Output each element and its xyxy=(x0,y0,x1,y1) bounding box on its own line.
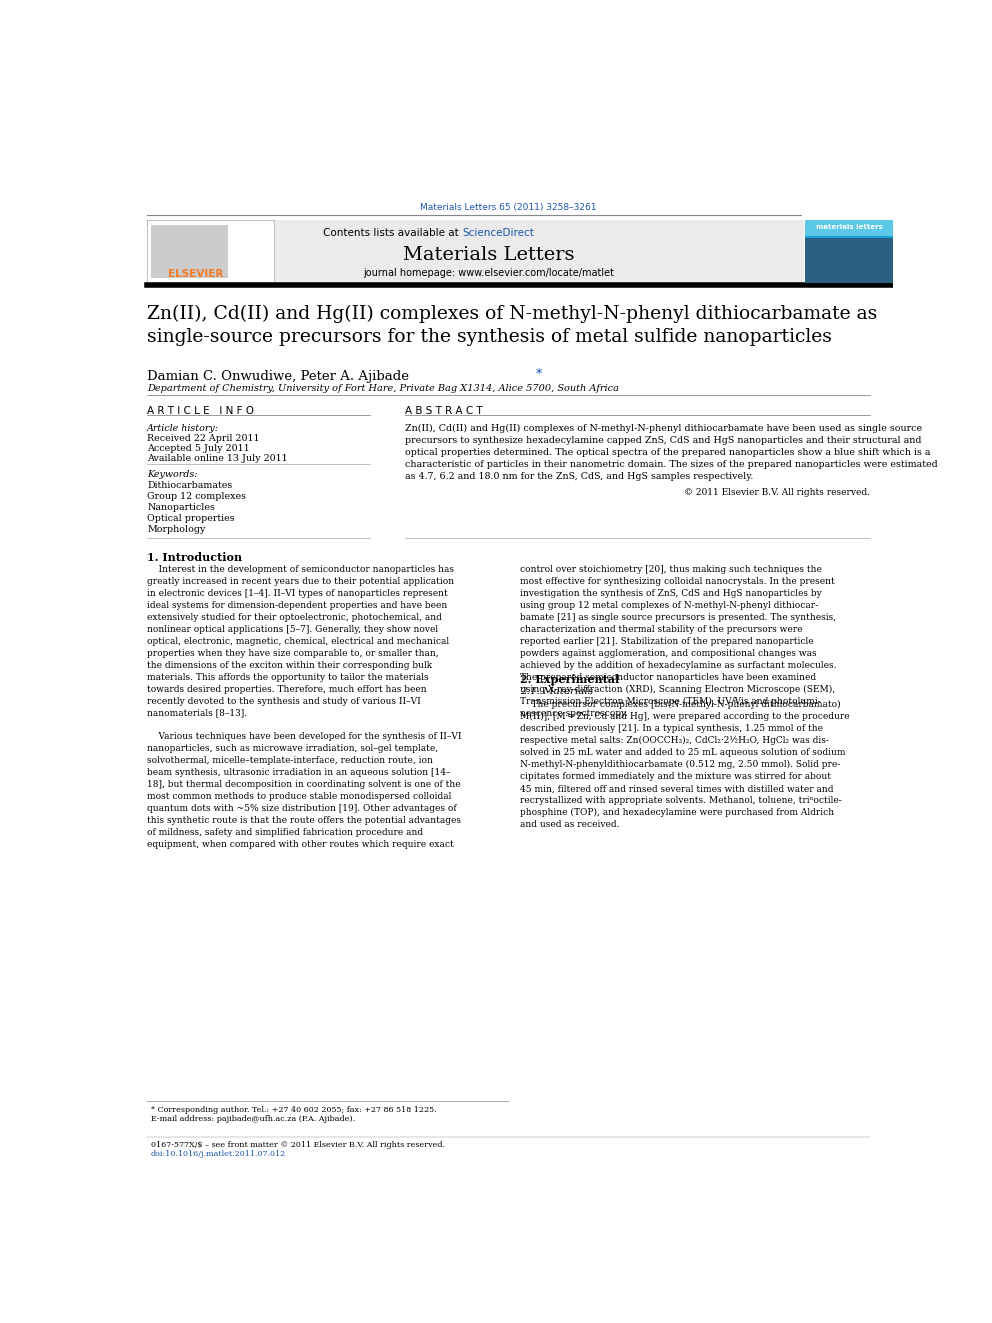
FancyBboxPatch shape xyxy=(147,220,805,283)
FancyBboxPatch shape xyxy=(806,238,893,283)
Text: Interest in the development of semiconductor nanoparticles has
greatly increased: Interest in the development of semicondu… xyxy=(147,565,461,849)
FancyBboxPatch shape xyxy=(147,220,274,283)
Text: The precursor complexes [bis(N-methyl-N-phenyl dithiocarbamato)
M(II)], [M = Zn,: The precursor complexes [bis(N-methyl-N-… xyxy=(520,700,849,830)
FancyBboxPatch shape xyxy=(151,225,228,278)
Text: Optical properties: Optical properties xyxy=(147,515,235,524)
Text: 0167-577X/$ – see front matter © 2011 Elsevier B.V. All rights reserved.: 0167-577X/$ – see front matter © 2011 El… xyxy=(151,1140,444,1148)
Text: E-mail address: pajibade@ufh.ac.za (P.A. Ajibade).: E-mail address: pajibade@ufh.ac.za (P.A.… xyxy=(151,1115,355,1123)
Text: Damian C. Onwudiwe, Peter A. Ajibade: Damian C. Onwudiwe, Peter A. Ajibade xyxy=(147,369,414,382)
Text: 2. Experimental: 2. Experimental xyxy=(520,675,619,685)
Text: Zn(II), Cd(II) and Hg(II) complexes of N-methyl-N-phenyl dithiocarbamate as
sing: Zn(II), Cd(II) and Hg(II) complexes of N… xyxy=(147,304,877,347)
FancyBboxPatch shape xyxy=(806,220,893,283)
Text: materials letters: materials letters xyxy=(815,224,883,230)
Text: Accepted 5 July 2011: Accepted 5 July 2011 xyxy=(147,445,250,452)
FancyBboxPatch shape xyxy=(806,220,893,237)
Text: Group 12 complexes: Group 12 complexes xyxy=(147,492,246,501)
Text: A B S T R A C T: A B S T R A C T xyxy=(405,406,482,417)
Text: doi:10.1016/j.matlet.2011.07.012: doi:10.1016/j.matlet.2011.07.012 xyxy=(151,1150,286,1158)
Text: Materials Letters: Materials Letters xyxy=(404,246,575,265)
Text: Zn(II), Cd(II) and Hg(II) complexes of N-methyl-N-phenyl dithiocarbamate have be: Zn(II), Cd(II) and Hg(II) complexes of N… xyxy=(405,423,937,482)
Text: * Corresponding author. Tel.: +27 40 602 2055; fax: +27 86 518 1225.: * Corresponding author. Tel.: +27 40 602… xyxy=(151,1106,436,1114)
Text: Received 22 April 2011: Received 22 April 2011 xyxy=(147,434,260,443)
Text: ELSEVIER: ELSEVIER xyxy=(168,269,223,279)
Text: ScienceDirect: ScienceDirect xyxy=(462,228,534,238)
Text: Materials Letters 65 (2011) 3258–3261: Materials Letters 65 (2011) 3258–3261 xyxy=(421,202,596,212)
Text: Contents lists available at: Contents lists available at xyxy=(323,228,462,238)
Text: A R T I C L E   I N F O: A R T I C L E I N F O xyxy=(147,406,254,417)
Text: Available online 13 July 2011: Available online 13 July 2011 xyxy=(147,454,288,463)
Text: *: * xyxy=(536,368,543,381)
Text: journal homepage: www.elsevier.com/locate/matlet: journal homepage: www.elsevier.com/locat… xyxy=(364,267,615,278)
Text: 2.1. Materials: 2.1. Materials xyxy=(520,688,593,696)
Text: Dithiocarbamates: Dithiocarbamates xyxy=(147,480,232,490)
Text: © 2011 Elsevier B.V. All rights reserved.: © 2011 Elsevier B.V. All rights reserved… xyxy=(683,488,870,497)
Text: Article history:: Article history: xyxy=(147,423,219,433)
Text: Nanoparticles: Nanoparticles xyxy=(147,503,215,512)
Text: Department of Chemistry, University of Fort Hare, Private Bag X1314, Alice 5700,: Department of Chemistry, University of F… xyxy=(147,384,619,393)
Text: Keywords:: Keywords: xyxy=(147,471,197,479)
Text: 1. Introduction: 1. Introduction xyxy=(147,552,242,564)
Text: Morphology: Morphology xyxy=(147,525,205,534)
Text: control over stoichiometry [20], thus making such techniques the
most effective : control over stoichiometry [20], thus ma… xyxy=(520,565,836,718)
